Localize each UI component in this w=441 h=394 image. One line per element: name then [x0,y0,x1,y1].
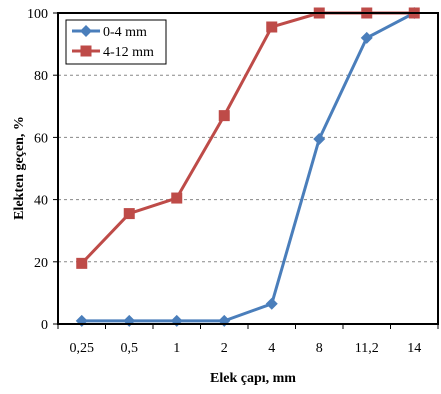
x-tick-label: 2 [221,341,228,356]
plot-area-frame [57,12,439,325]
x-tick-label: 1 [173,341,180,356]
y-tick-label: 80 [34,69,48,84]
legend-box [65,19,167,65]
legend: 0-4 mm 4-12 mm [65,19,167,65]
x-tick-label: 11,2 [355,341,379,356]
data-point [265,297,278,310]
x-axis: 0,25 0,5 1 2 4 8 11,2 14 [57,324,439,356]
legend-label: 4-12 mm [103,45,154,60]
data-point [313,132,326,145]
data-point [218,110,230,122]
x-tick-label: 0,5 [121,341,139,356]
data-point [170,314,183,327]
data-point [218,314,231,327]
x-axis-title: Elek çapı, mm [210,371,296,386]
gridlines [58,74,438,263]
y-tick-label: 40 [34,194,48,209]
series-line [81,11,415,323]
data-point [123,208,135,220]
data-point [76,257,88,269]
data-point [360,31,373,44]
legend-swatch-marker [80,25,92,37]
y-tick-label: 0 [41,318,48,333]
y-tick-label: 100 [27,7,48,22]
data-point [75,314,88,327]
y-tick-label: 60 [34,131,48,146]
data-point [123,314,136,327]
y-axis: 0 20 40 60 80 100 [27,7,58,333]
legend-label: 0-4 mm [103,25,147,40]
data-point [171,192,183,204]
x-tick-label: 0,25 [70,341,95,356]
x-tick-label: 4 [268,341,275,356]
y-axis-title: Elekten geçen, % [12,116,27,220]
legend-swatch-marker [80,45,92,57]
x-tick-label: 14 [407,341,421,356]
data-point [266,21,278,33]
y-tick-label: 20 [34,256,48,271]
x-tick-label: 8 [316,341,323,356]
